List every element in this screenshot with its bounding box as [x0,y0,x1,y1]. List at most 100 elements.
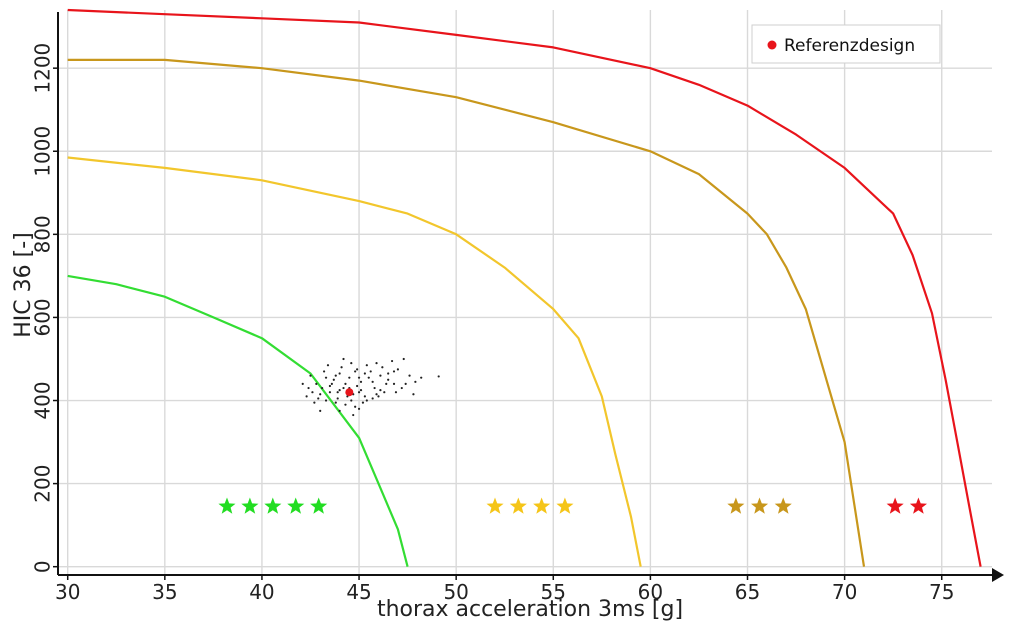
cloud-point-8 [348,376,351,379]
x-tick-label-8: 70 [832,580,857,604]
rating-star-0-2 [264,497,282,514]
cloud-point-74 [324,376,328,379]
legend-marker [767,40,777,50]
legend-label: Referenzdesign [784,36,915,56]
rating-star-1-2 [533,497,551,514]
y-tick-label-6: 1200 [31,43,55,94]
cloud-point-62 [371,380,374,383]
y-tick-label-2: 400 [31,381,55,419]
rating-star-1-0 [486,497,504,514]
y-tick-label-4: 800 [31,215,55,253]
series-line-2 [67,58,866,567]
cloud-point-10 [315,382,318,385]
series-lines [67,8,982,567]
cloud-point-70 [350,399,353,402]
rating-star-1-3 [556,497,574,514]
cloud-point-3 [342,386,345,390]
cloud-point-33 [420,376,423,379]
cloud-point-34 [437,375,440,378]
cloud-point-16 [387,378,390,381]
x-tick-label-9: 75 [929,580,954,604]
legend-box [751,24,941,64]
cloud-point-19 [383,391,386,394]
cloud-point-52 [301,382,304,385]
cloud-point-41 [356,384,359,388]
cloud-point-38 [352,413,355,417]
cloud-point-40 [330,382,333,385]
cloud-point-59 [385,382,388,385]
cloud-point-71 [375,393,378,396]
cloud-point-53 [321,386,324,390]
cloud-point-45 [367,376,370,379]
x-axis-arrow [992,568,1004,582]
cloud-point-21 [361,401,365,404]
cloud-point-37 [338,409,341,413]
cloud-point-65 [338,372,341,375]
x-tick-labels: 30 35 40 45 50 55 60 65 70 75 [55,580,954,604]
cloud-point-5 [357,391,361,394]
x-tick-label-4: 50 [443,580,468,604]
cloud-point-47 [326,364,330,367]
cloud-point-57 [342,357,345,361]
cloud-point-25 [324,399,328,402]
cloud-point-1 [328,391,332,394]
y-tick-label-3: 600 [31,298,55,336]
cloud-point-27 [311,391,314,394]
cloud-point-51 [305,395,308,398]
cloud-point-54 [377,395,380,398]
x-tick-label-7: 65 [735,580,760,604]
x-axis-label: thorax acceleration 3ms [g] [377,597,683,622]
cloud-point-0 [319,393,322,396]
cloud-point-72 [387,372,390,375]
cloud-point-56 [363,372,366,375]
cloud-point-20 [371,397,374,400]
grid-lines [58,10,992,575]
series-line-0 [67,274,409,567]
cloud-point-30 [381,366,384,369]
cloud-point-14 [369,370,372,373]
cloud-point-6 [363,395,366,398]
cloud-point-9 [359,380,363,383]
cloud-point-79 [336,391,339,394]
rating-star-0-1 [241,497,259,514]
cloud-point-11 [309,374,312,377]
rating-star-2-0 [727,497,745,514]
cloud-point-44 [336,397,339,400]
cloud-point-66 [357,376,361,379]
cloud-point-60 [359,389,363,392]
cloud-point-42 [373,386,376,390]
cloud-point-2 [338,389,341,392]
series-line-1 [67,156,642,567]
scatter-cloud [301,357,440,417]
cloud-point-26 [317,397,320,400]
reference-point [345,388,354,397]
cloud-point-28 [350,362,353,365]
rating-star-1-1 [509,497,527,514]
series-line-3 [67,8,982,567]
x-tick-label-5: 55 [541,580,566,604]
cloud-point-23 [344,403,347,406]
cloud-point-17 [392,382,396,385]
legend: Referenzdesign [751,24,941,64]
cloud-point-31 [392,370,396,373]
cloud-point-35 [414,380,417,383]
y-tick-label-1: 200 [31,465,55,503]
cloud-point-18 [400,386,403,390]
cloud-point-46 [354,370,357,373]
cloud-point-64 [394,391,398,394]
cloud-point-49 [390,359,394,363]
cloud-point-32 [408,374,411,377]
x-tick-label-0: 30 [55,580,80,604]
cloud-point-68 [313,401,316,404]
cloud-point-12 [322,370,326,373]
x-tick-label-3: 45 [346,580,371,604]
rating-star-3-0 [886,497,904,514]
cloud-point-58 [334,374,337,377]
cloud-point-36 [404,382,407,385]
cloud-point-67 [412,393,415,396]
x-tick-label-2: 40 [249,580,274,604]
rating-star-3-1 [909,497,927,514]
y-tick-labels: 0 200 400 600 800 1000 1200 [31,43,55,573]
cloud-point-48 [375,362,378,365]
y-tick-label-0: 0 [31,560,55,573]
